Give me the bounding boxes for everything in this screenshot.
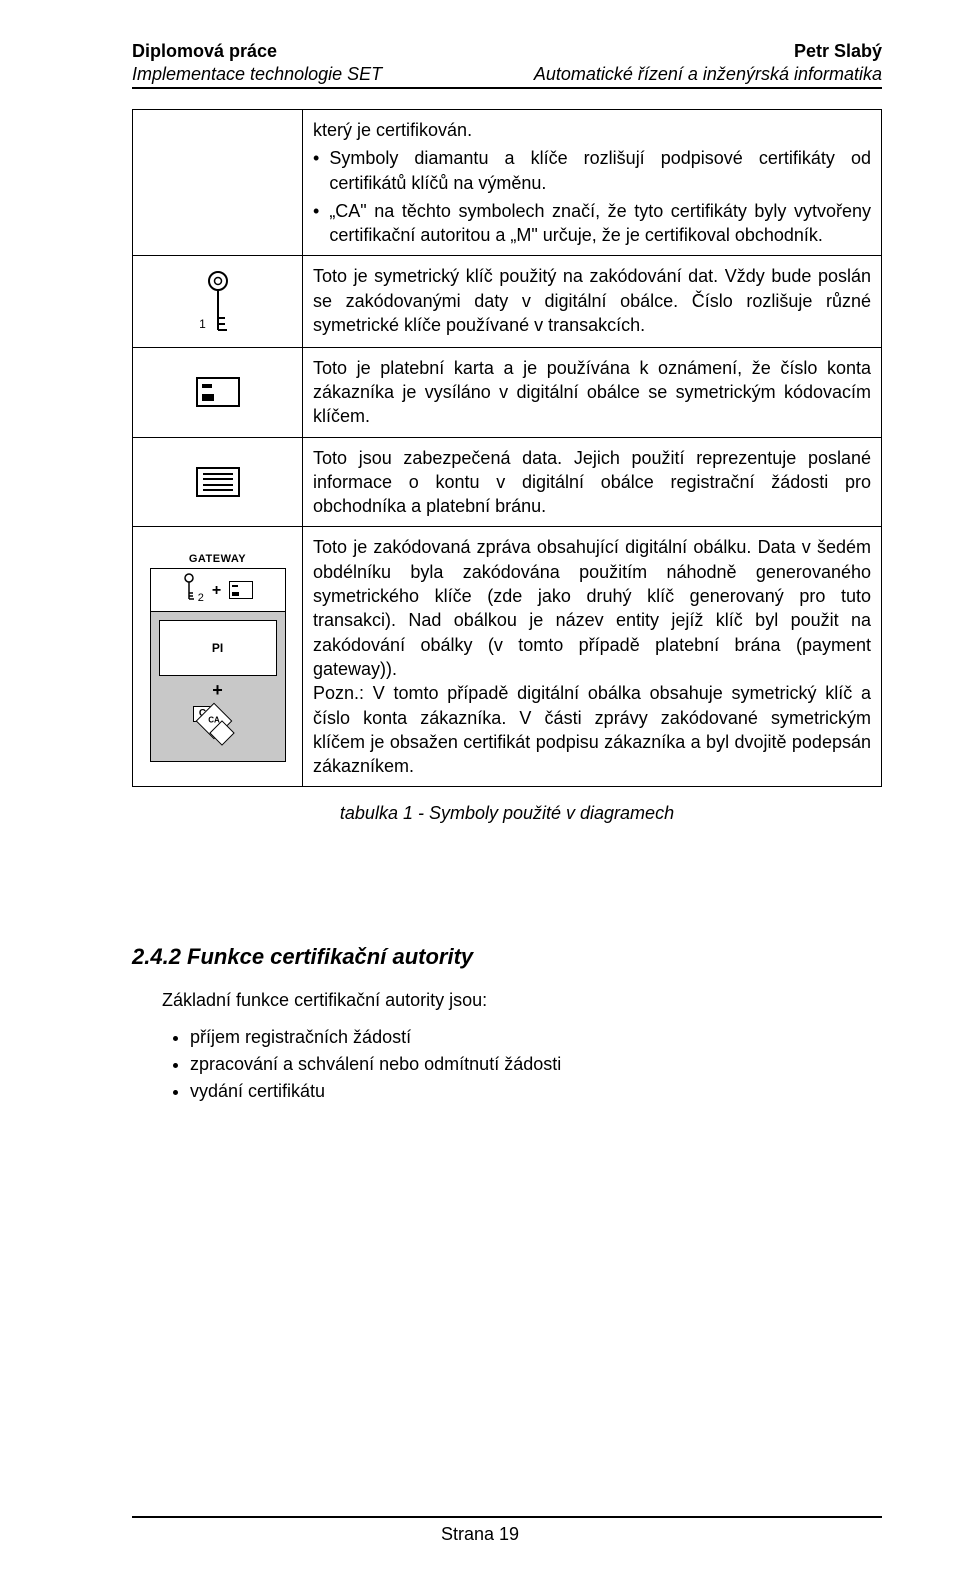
envelope-header: 2 +: [150, 568, 286, 612]
description-cell: Toto je platební karta a je používána k …: [303, 347, 882, 437]
header-bottom-row: Implementace technologie SET Automatické…: [132, 63, 882, 86]
description-cell: Toto jsou zabezpečená data. Jejich použi…: [303, 437, 882, 527]
secure-data-icon: [196, 467, 240, 497]
mini-card-icon: [229, 581, 253, 599]
gateway-label: GATEWAY: [150, 552, 286, 567]
symbol-cell-key: 1: [133, 256, 303, 347]
header-left-title: Diplomová práce: [132, 40, 277, 63]
description-cell: který je certifikován. • Symboly diamant…: [303, 110, 882, 256]
table-caption: tabulka 1 - Symboly použité v diagramech: [132, 803, 882, 824]
desc-gateway-p1: Toto je zakódovaná zpráva obsahující dig…: [313, 537, 871, 678]
plus-icon: +: [159, 680, 277, 702]
gateway-envelope-icon: GATEWAY 2 +: [150, 552, 286, 763]
list-item: zpracování a schválení nebo odmítnutí žá…: [190, 1054, 882, 1075]
table-row: GATEWAY 2 +: [133, 527, 882, 787]
desc-gateway-p2: Pozn.: V tomto případě digitální obálka …: [313, 683, 871, 776]
header-right-author: Petr Slabý: [794, 40, 882, 63]
symbols-table: který je certifikován. • Symboly diamant…: [132, 109, 882, 787]
description-cell: Toto je zakódovaná zpráva obsahující dig…: [303, 527, 882, 787]
mini-key-number: 2: [198, 591, 204, 606]
certificate-group: C CA: [159, 706, 277, 752]
footer-divider: [132, 1516, 882, 1518]
page: Diplomová práce Petr Slabý Implementace …: [0, 0, 960, 1585]
table-row: Toto jsou zabezpečená data. Jejich použi…: [133, 437, 882, 527]
header-right-subtitle: Automatické řízení a inženýrská informat…: [534, 63, 882, 86]
header-divider: [132, 87, 882, 89]
symbol-cell-empty: [133, 110, 303, 256]
symbol-cell-gateway: GATEWAY 2 +: [133, 527, 303, 787]
page-footer: Strana 19: [0, 1516, 960, 1545]
symbol-cell-data: [133, 437, 303, 527]
payment-card-icon: [196, 377, 240, 407]
description-cell: Toto je symetrický klíč použitý na zakód…: [303, 256, 882, 347]
function-list: příjem registračních žádostí zpracování …: [190, 1027, 882, 1102]
envelope-body: PI + C CA: [150, 612, 286, 762]
list-item: příjem registračních žádostí: [190, 1027, 882, 1048]
section-intro: Základní funkce certifikační autority js…: [162, 990, 882, 1011]
page-number: Strana 19: [0, 1524, 960, 1545]
table-row: Toto je platební karta a je používána k …: [133, 347, 882, 437]
symbol-cell-card: [133, 347, 303, 437]
header-top-row: Diplomová práce Petr Slabý: [132, 40, 882, 63]
table-row: 1 Toto je symetrický klíč použitý na zak…: [133, 256, 882, 347]
desc-text-line: který je certifikován. • Symboly diamant…: [313, 118, 871, 247]
key-number: 1: [109, 316, 296, 332]
header-left-subtitle: Implementace technologie SET: [132, 63, 382, 86]
list-item: vydání certifikátu: [190, 1081, 882, 1102]
table-row: který je certifikován. • Symboly diamant…: [133, 110, 882, 256]
key-icon: 1: [139, 270, 296, 332]
mini-key-icon: [182, 573, 196, 608]
section-heading: 2.4.2 Funkce certifikační autority: [132, 944, 882, 970]
pi-box: PI: [159, 620, 277, 676]
